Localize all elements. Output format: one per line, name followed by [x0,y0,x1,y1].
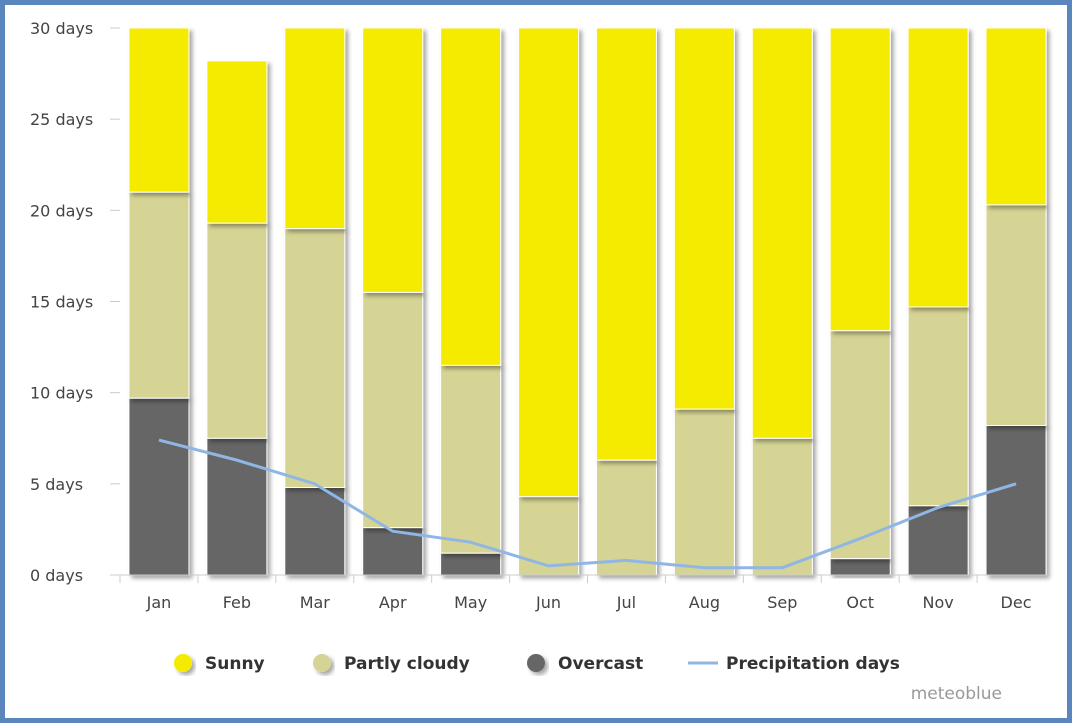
bar-overcast-jan [128,397,190,576]
y-tick-label: 15 days [30,293,93,312]
y-axis: 0 days 5 days 10 days 15 days 20 days 25 days… [30,19,120,585]
x-tick-label-may: May [454,593,487,612]
bar-overcast-nov [907,505,969,576]
x-tick-label-feb: Feb [223,593,251,612]
legend-item-partly-cloudy[interactable]: Partly cloudy [313,654,470,674]
legend-label-partly-cloudy: Partly cloudy [344,654,470,674]
bar-sunny-mar [284,27,346,230]
x-tick-label-sep: Sep [767,593,797,612]
legend-label-sunny: Sunny [205,654,265,674]
legend-item-overcast[interactable]: Overcast [527,654,643,674]
bar-sunny-nov [907,27,969,308]
bar-partly-cloudy-jan [128,191,190,399]
bar-sunny-jun [518,27,580,498]
bar-partly-cloudy-sep [751,437,813,576]
x-tick-label-apr: Apr [379,593,407,612]
legend: Sunny Partly cloudy Overcast Precipitati… [174,654,900,674]
bar-sunny-feb [206,60,268,224]
x-tick-label-jul: Jul [616,593,636,612]
legend-label-overcast: Overcast [558,654,643,674]
legend-item-precipitation-days[interactable]: Precipitation days [688,654,900,674]
bar-sunny-oct [829,27,891,332]
x-tick-label-nov: Nov [923,593,954,612]
bar-sunny-jan [128,27,190,193]
sunny-swatch [174,654,192,672]
bar-partly-cloudy-feb [206,222,268,439]
bar-partly-cloudy-apr [362,291,424,529]
x-tick-label-dec: Dec [1001,593,1032,612]
y-tick-label: 25 days [30,110,93,129]
x-tick-label-jan: Jan [146,593,172,612]
x-tick-label-oct: Oct [846,593,874,612]
bar-partly-cloudy-jul [595,459,657,576]
bar-partly-cloudy-oct [829,330,891,560]
overcast-swatch [527,654,545,672]
bars [128,27,1047,576]
bar-overcast-mar [284,486,346,576]
y-tick-label: 5 days [30,475,83,494]
x-tick-label-jun: Jun [535,593,561,612]
bar-sunny-dec [985,27,1047,206]
bar-partly-cloudy-nov [907,306,969,507]
bar-sunny-aug [673,27,735,410]
bar-overcast-may [440,552,502,576]
credit-label: meteoblue [911,684,1002,704]
y-tick-label: 10 days [30,384,93,403]
bar-partly-cloudy-jun [518,496,580,576]
x-tick-label-aug: Aug [689,593,720,612]
y-tick-label: 0 days [30,566,83,585]
partly-cloudy-swatch [313,654,331,672]
y-tick-label: 20 days [30,201,93,220]
bar-sunny-may [440,27,502,366]
bar-sunny-apr [362,27,424,293]
legend-item-sunny[interactable]: Sunny [174,654,265,674]
bar-partly-cloudy-dec [985,204,1047,426]
bar-overcast-oct [829,558,891,576]
bar-overcast-dec [985,424,1047,576]
precipitation-days-line [158,438,1017,570]
x-axis: Jan Feb Mar Apr May Jun Jul Aug Sep Oct Nov Dec [119,575,1032,612]
legend-label-precipitation-days: Precipitation days [726,654,900,674]
x-tick-label-mar: Mar [300,593,331,612]
bar-sunny-sep [751,27,813,439]
y-tick-label: 30 days [30,19,93,38]
bar-partly-cloudy-aug [673,408,735,576]
bar-partly-cloudy-may [440,364,502,554]
bar-partly-cloudy-mar [284,228,346,488]
bar-sunny-jul [595,27,657,461]
